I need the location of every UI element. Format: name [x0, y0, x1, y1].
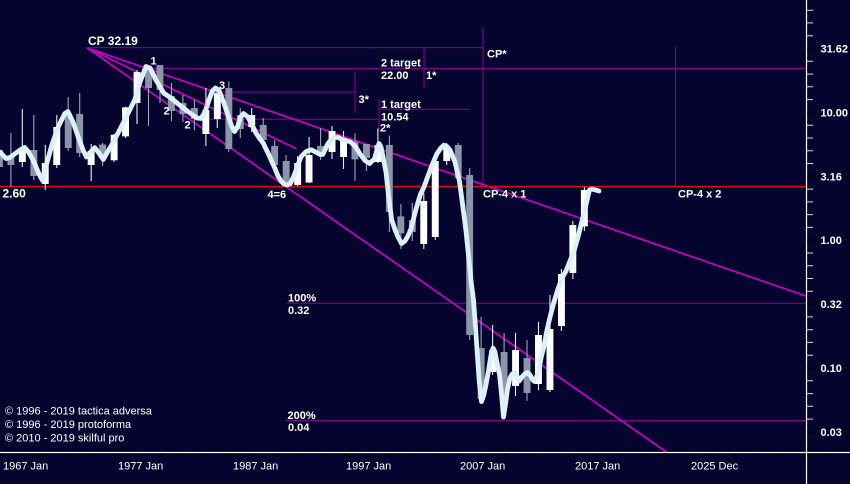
svg-text:0.32: 0.32	[821, 299, 842, 311]
svg-text:2*: 2*	[380, 123, 391, 135]
svg-text:© 1996 - 2019 protoforma: © 1996 - 2019 protoforma	[5, 419, 132, 431]
svg-text:1987 Jan: 1987 Jan	[233, 461, 278, 473]
svg-text:0.04: 0.04	[288, 422, 310, 434]
svg-text:31.62: 31.62	[821, 44, 849, 56]
svg-text:1997 Jan: 1997 Jan	[346, 461, 391, 473]
svg-text:10.54: 10.54	[381, 112, 409, 124]
svg-text:2007 Jan: 2007 Jan	[460, 461, 505, 473]
svg-text:1*: 1*	[426, 70, 437, 82]
svg-text:CP 32.19: CP 32.19	[88, 34, 138, 48]
svg-text:0.03: 0.03	[821, 427, 842, 439]
svg-text:0.10: 0.10	[821, 363, 842, 375]
svg-text:2: 2	[185, 120, 191, 132]
svg-text:100%: 100%	[288, 293, 316, 305]
svg-text:2017 Jan: 2017 Jan	[575, 461, 620, 473]
svg-text:1 target: 1 target	[381, 99, 421, 111]
svg-text:3.16: 3.16	[821, 171, 842, 183]
svg-text:1967 Jan: 1967 Jan	[3, 461, 48, 473]
svg-text:© 1996 - 2019 tactica adversa: © 1996 - 2019 tactica adversa	[5, 406, 153, 418]
svg-text:1: 1	[151, 56, 157, 68]
svg-text:10.00: 10.00	[821, 107, 849, 119]
svg-text:22.00: 22.00	[381, 70, 409, 82]
svg-text:CP-4 x 2: CP-4 x 2	[678, 189, 721, 201]
svg-text:0.32: 0.32	[288, 305, 309, 317]
svg-text:3*: 3*	[359, 94, 370, 106]
svg-text:CP-4 x 1: CP-4 x 1	[483, 189, 526, 201]
svg-text:2 target: 2 target	[381, 58, 421, 70]
svg-text:200%: 200%	[288, 410, 316, 422]
svg-text:4=6: 4=6	[268, 189, 287, 201]
svg-text:1.00: 1.00	[821, 235, 842, 247]
svg-text:2.60: 2.60	[3, 187, 27, 201]
svg-text:© 2010 - 2019 skilful pro: © 2010 - 2019 skilful pro	[5, 433, 124, 445]
svg-text:2025 Dec: 2025 Dec	[691, 461, 739, 473]
svg-text:2: 2	[164, 106, 170, 118]
svg-text:1977 Jan: 1977 Jan	[118, 461, 163, 473]
svg-text:CP*: CP*	[487, 49, 507, 61]
svg-text:3: 3	[219, 80, 225, 92]
